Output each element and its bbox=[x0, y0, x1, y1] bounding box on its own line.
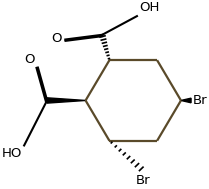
Text: O: O bbox=[51, 32, 62, 45]
Text: OH: OH bbox=[139, 1, 159, 14]
Text: HO: HO bbox=[2, 147, 22, 160]
Text: Br: Br bbox=[136, 174, 151, 187]
Polygon shape bbox=[181, 98, 191, 103]
Text: O: O bbox=[24, 53, 35, 66]
Text: Br: Br bbox=[193, 94, 208, 107]
Polygon shape bbox=[47, 98, 85, 103]
